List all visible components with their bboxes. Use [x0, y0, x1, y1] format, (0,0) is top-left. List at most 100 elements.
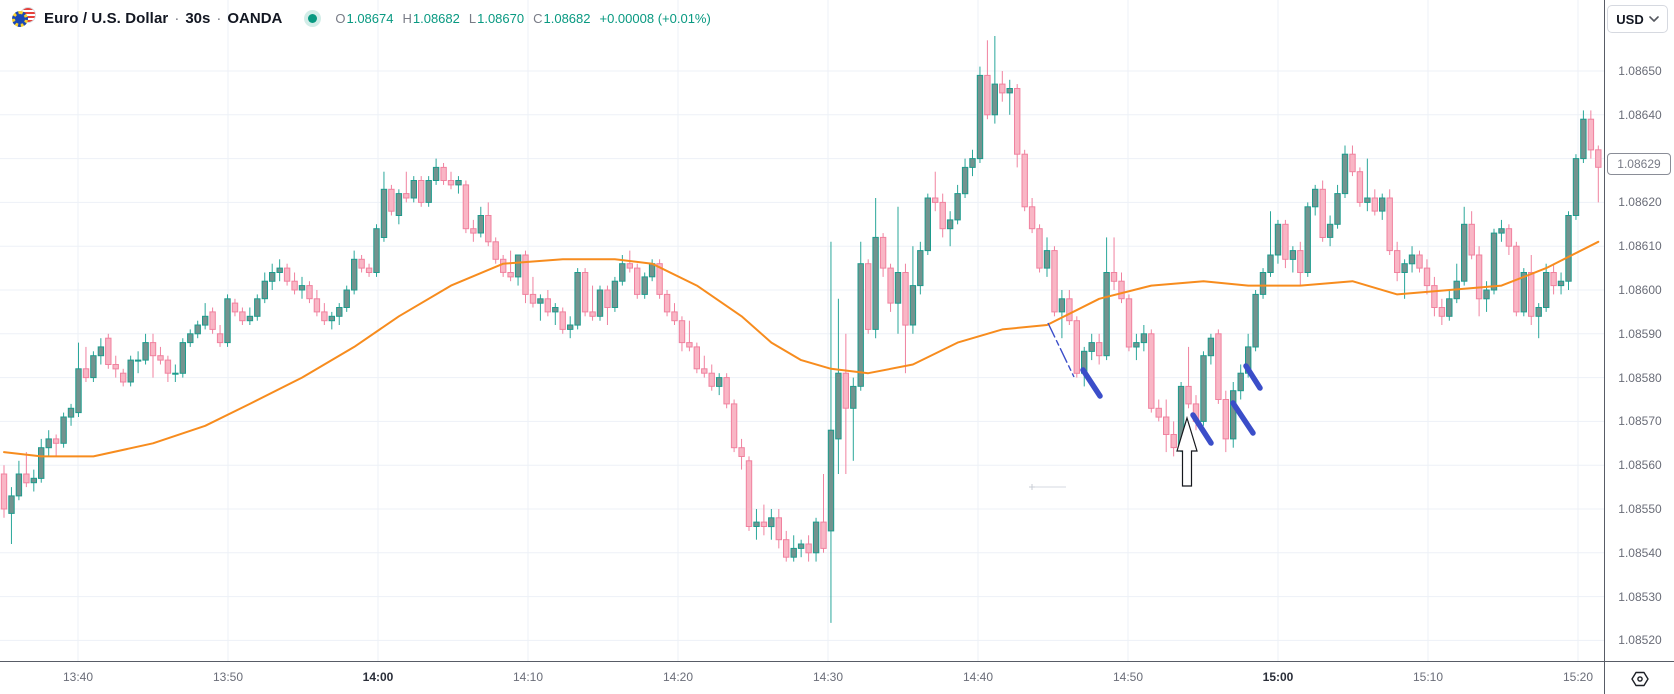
market-status-dot-icon[interactable] — [308, 13, 318, 23]
candle-up — [1043, 250, 1051, 269]
candle-down — [1066, 298, 1073, 322]
candle-down — [1148, 333, 1155, 409]
candle-up — [954, 193, 961, 221]
candle-down — [492, 241, 499, 260]
candle-down — [1394, 250, 1401, 274]
candle-up — [1103, 272, 1110, 357]
candle-down — [1073, 320, 1080, 374]
candle-up — [1312, 188, 1319, 208]
candle-up — [1200, 355, 1207, 422]
blue-dash-mark[interactable] — [1080, 367, 1103, 399]
candle-up — [850, 385, 857, 409]
candle-down — [507, 272, 514, 278]
interval-label[interactable]: 30s — [185, 9, 211, 27]
thin-blue-trend-line[interactable] — [1047, 322, 1075, 378]
candles-layer — [0, 36, 1602, 623]
candle-down — [663, 293, 671, 313]
candle-down — [1431, 285, 1438, 309]
time-axis-label: 15:20 — [1562, 670, 1594, 684]
candlestick-chart[interactable] — [0, 0, 1604, 661]
price-axis[interactable]: 1.08629 1.08650 1.08640 1.08620 1.08610 1.08… — [1604, 0, 1674, 661]
candle-up — [1230, 390, 1237, 440]
hexagon-settings-icon[interactable] — [1630, 670, 1650, 688]
candle-down — [626, 263, 633, 269]
candle-up — [8, 495, 15, 514]
time-axis[interactable]: 13:40 13:50 14:00 14:10 14:20 14:30 14:40 14:50… — [0, 661, 1674, 694]
candle-up — [716, 377, 723, 387]
time-axis-label: 14:20 — [662, 670, 694, 684]
blue-dash-mark[interactable] — [1230, 400, 1256, 436]
candle-up — [224, 298, 231, 344]
blue-dash-mark[interactable] — [1190, 412, 1214, 446]
candle-up — [1408, 254, 1416, 265]
candle-down — [581, 272, 589, 313]
candle-up — [894, 272, 902, 304]
candle-up — [596, 289, 604, 317]
candle-up — [187, 333, 194, 344]
candle-down — [1505, 228, 1513, 247]
candle-down — [485, 215, 492, 243]
candle-down — [306, 285, 313, 300]
last-price-badge: 1.08629 — [1607, 153, 1671, 175]
candle-down — [1163, 416, 1170, 435]
candle-up — [552, 307, 559, 313]
candle-up — [1334, 193, 1341, 225]
up-arrow-annotation[interactable] — [1176, 415, 1198, 487]
candle-down — [1438, 307, 1446, 317]
currency-dropdown[interactable]: USD — [1607, 5, 1668, 33]
open-value: 1.08674 — [346, 10, 394, 26]
title-separator: · — [174, 9, 180, 27]
candle-up — [38, 447, 45, 479]
time-axis-label: 14:00 — [362, 670, 394, 684]
candle-down — [939, 201, 946, 230]
candle-up — [1140, 333, 1148, 344]
candle-up — [1274, 223, 1282, 256]
candle-up — [1483, 289, 1490, 300]
exchange-label[interactable]: OANDA — [227, 9, 283, 27]
candle-up — [872, 236, 879, 330]
candle-up — [261, 280, 269, 300]
drawing-annotations-layer — [1029, 322, 1263, 490]
candle-down — [52, 438, 60, 444]
candle-up — [961, 166, 969, 195]
candle-down — [164, 359, 172, 374]
candle-down — [1297, 250, 1304, 274]
candle-up — [142, 342, 149, 361]
price-axis-label: 1.08530 — [1618, 590, 1662, 604]
candle-up — [455, 180, 462, 186]
drawing-anchor-cross-icon — [1029, 484, 1035, 490]
candle-up — [343, 289, 350, 308]
candle-down — [984, 74, 991, 116]
candle-up — [1446, 298, 1453, 317]
candle-down — [529, 293, 537, 304]
candle-down — [589, 311, 596, 317]
candle-up — [395, 193, 403, 217]
candle-down — [1595, 149, 1602, 168]
symbol-title[interactable]: Euro / U.S. Dollar — [44, 9, 169, 27]
eur-usd-pair-icon[interactable] — [10, 6, 36, 30]
blue-dash-mark[interactable] — [1243, 363, 1263, 391]
candle-up — [15, 473, 23, 497]
candle-up — [1133, 342, 1140, 348]
candle-up — [194, 324, 201, 335]
candle-up — [1580, 118, 1587, 160]
price-change: +0.00008 (+0.01%) — [599, 10, 711, 26]
candle-down — [462, 184, 470, 230]
candle-down — [23, 473, 30, 484]
currency-dropdown-value: USD — [1616, 11, 1644, 27]
candle-down — [1125, 298, 1133, 348]
candle-up — [1289, 250, 1297, 260]
candle-up — [857, 263, 864, 387]
candle-down — [403, 193, 410, 199]
candle-down — [149, 342, 157, 357]
candle-down — [1021, 153, 1028, 208]
candle-down — [1118, 280, 1125, 300]
candle-up — [1267, 254, 1274, 273]
candle-up — [328, 315, 336, 322]
candle-up — [97, 346, 105, 357]
moving-average-line[interactable] — [3, 240, 1600, 458]
candle-down — [1215, 333, 1222, 400]
candle-up — [373, 228, 380, 273]
candle-down — [1282, 223, 1289, 260]
